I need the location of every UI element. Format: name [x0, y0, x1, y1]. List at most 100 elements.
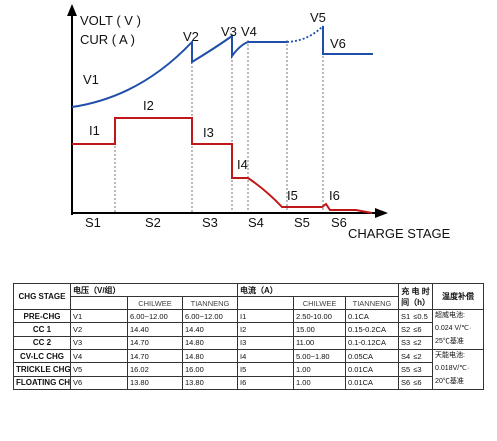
- cell-time: S5 ≤3: [398, 362, 434, 377]
- subheader-v-chilwee: CHILWEE: [127, 296, 183, 310]
- table-row: CC 1 V2 14.40 14.40 I2 15.00 0.15-0.2CA S2 ≤6: [13, 322, 484, 337]
- cell-voltage-label: V4: [70, 348, 128, 364]
- cell-time: S3 ≤2: [398, 335, 434, 351]
- cell-current-tianneng: 0.05CA: [345, 348, 400, 364]
- cell-voltage-tianneng: 14.80: [181, 348, 239, 364]
- header-charge-time: 充 电 时 间（h）: [398, 283, 434, 310]
- cell-voltage-label: V3: [70, 335, 128, 351]
- cell-voltage-chilwee: 14.40: [127, 322, 183, 337]
- voltage-curve-float: [322, 26, 373, 55]
- cell-current-tianneng: 0.01CA: [345, 375, 400, 391]
- temp-comp-line: 0.018V/℃·: [435, 365, 470, 372]
- voltage-curve: [71, 34, 287, 108]
- temp-comp-line: 20℃基准: [435, 378, 464, 385]
- cell-stage: CC 2: [13, 335, 71, 351]
- cell-stage: CV-LC CHG: [13, 348, 71, 364]
- cell-voltage-chilwee: 16.02: [127, 362, 183, 377]
- cell-time-value: ≤2: [413, 338, 422, 348]
- y-axis-label-volt: VOLT ( V ): [80, 13, 141, 28]
- table-header-row: CHG STAGE 电压（V/组） 电流（A） 充 电 时 间（h） 温度补偿: [13, 283, 485, 310]
- cell-voltage-chilwee: 13.80: [127, 375, 183, 391]
- current-curve: [72, 117, 373, 214]
- cell-time-stage: S2: [401, 324, 411, 334]
- stage-label-s2: S2: [145, 215, 161, 230]
- cell-time-stage: S5: [401, 364, 411, 374]
- cell-current-tianneng: 0.01CA: [345, 362, 400, 377]
- current-label-i5: I5: [287, 188, 298, 203]
- temp-comp-line: 超威电池:: [435, 312, 465, 319]
- voltage-label-v2: V2: [183, 29, 199, 44]
- y-axis-label-cur: CUR ( A ): [80, 32, 135, 47]
- voltage-curve-trickle: [286, 25, 324, 43]
- cell-stage: TRICKLE CHG: [13, 362, 71, 377]
- x-axis-label: CHARGE STAGE: [348, 226, 451, 241]
- charge-parameter-table: CHG STAGE 电压（V/组） 电流（A） 充 电 时 间（h） 温度补偿 …: [13, 283, 485, 391]
- current-label-i1: I1: [89, 123, 100, 138]
- cell-current-chilwee: 11.00: [293, 335, 347, 351]
- subheader-i-blank: [237, 296, 295, 310]
- voltage-label-v5: V5: [310, 10, 326, 25]
- cell-current-tianneng: 0.1-0.12CA: [345, 335, 400, 351]
- cell-current-label: I5: [237, 362, 295, 377]
- cell-voltage-tianneng: 14.80: [181, 335, 239, 351]
- stage-label-s6: S6: [331, 215, 347, 230]
- temp-comp-chilwee: 超威电池: 0.024 V/℃· 25℃基准: [432, 309, 485, 350]
- table-row: FLOATING CHG V6 13.80 13.80 I6 1.00 0.01CA S6 ≤6: [13, 375, 484, 391]
- cell-voltage-chilwee: 14.70: [127, 348, 183, 364]
- cell-current-label: I6: [237, 375, 295, 391]
- cell-current-chilwee: 5.00~1.80: [293, 348, 347, 364]
- cell-voltage-label: V5: [70, 362, 128, 377]
- cell-current-chilwee: 2.50-10.00: [293, 308, 347, 324]
- header-chg-stage: CHG STAGE: [13, 283, 71, 310]
- cell-voltage-tianneng: 14.40: [181, 322, 239, 337]
- stage-separators: [114, 40, 324, 212]
- header-chg-stage-text: CHG STAGE: [18, 292, 66, 301]
- stage-label-s5: S5: [294, 215, 310, 230]
- table-row: CV-LC CHG V4 14.70 14.80 I4 5.00~1.80 0.05CA S4…: [13, 348, 485, 390]
- cell-current-tianneng: 0.1CA: [345, 308, 400, 324]
- cell-current-chilwee: 1.00: [293, 375, 347, 391]
- cell-current-label: I4: [237, 348, 295, 364]
- cell-time: S4 ≤2: [398, 348, 434, 364]
- cell-voltage-label: V2: [70, 322, 128, 337]
- stage-label-s4: S4: [248, 215, 264, 230]
- voltage-label-v1: V1: [83, 72, 99, 87]
- subheader-i-chilwee: CHILWEE: [293, 296, 347, 310]
- cell-time-value: ≤6: [413, 324, 422, 334]
- cell-time-value: ≤6: [413, 378, 422, 388]
- table-row: TRICKLE CHG V5 16.02 16.00 I5 1.00 0.01CA S5 ≤3: [13, 362, 484, 377]
- stage-label-s1: S1: [85, 215, 101, 230]
- y-axis-arrow: [67, 4, 77, 16]
- charge-parameter-table-wrapper: CHG STAGE 电压（V/组） 电流（A） 充 电 时 间（h） 温度补偿 …: [13, 283, 485, 437]
- current-label-i6: I6: [329, 188, 340, 203]
- header-current: 电流（A）: [237, 283, 400, 297]
- cell-stage: FLOATING CHG: [13, 375, 71, 391]
- cell-current-chilwee: 1.00: [293, 362, 347, 377]
- subheader-v-blank: [70, 296, 128, 310]
- cell-time-value: ≤3: [413, 364, 422, 374]
- temp-comp-line: 25℃基准: [435, 338, 464, 345]
- table-row: CC 2 V3 14.70 14.80 I3 11.00 0.1-0.12CA S3 ≤2: [13, 335, 484, 351]
- cell-current-label: I2: [237, 322, 295, 337]
- header-voltage: 电压（V/组）: [69, 283, 239, 297]
- cell-current-tianneng: 0.15-0.2CA: [345, 322, 400, 337]
- cell-current-label: I1: [237, 308, 295, 324]
- temp-comp-tianneng: 天能电池: 0.018V/℃· 20℃基准: [432, 349, 485, 390]
- cell-time: S2 ≤6: [398, 322, 434, 337]
- temp-comp-line: 0.024 V/℃·: [435, 325, 472, 332]
- header-temp-comp: 温度补偿: [432, 283, 485, 310]
- current-label-i3: I3: [203, 125, 214, 140]
- temp-comp-line: 天能电池:: [435, 352, 465, 359]
- cell-stage: PRE-CHG: [13, 308, 71, 324]
- cell-time: S6 ≤6: [398, 375, 434, 391]
- cell-time-value: ≤0.5: [413, 311, 428, 321]
- cell-time-stage: S3: [401, 338, 411, 348]
- cell-voltage-label: V6: [70, 375, 128, 391]
- cell-voltage-chilwee: 14.70: [127, 335, 183, 351]
- table-row: PRE-CHG V1 6.00~12.00 6.00~12.00 I1 2.50-10.0…: [13, 308, 485, 350]
- subheader-i-tianneng: TIANNENG: [345, 296, 400, 310]
- x-axis-arrow: [375, 208, 388, 218]
- cell-current-chilwee: 15.00: [293, 322, 347, 337]
- cell-time-value: ≤2: [413, 351, 422, 361]
- voltage-label-v6: V6: [330, 36, 346, 51]
